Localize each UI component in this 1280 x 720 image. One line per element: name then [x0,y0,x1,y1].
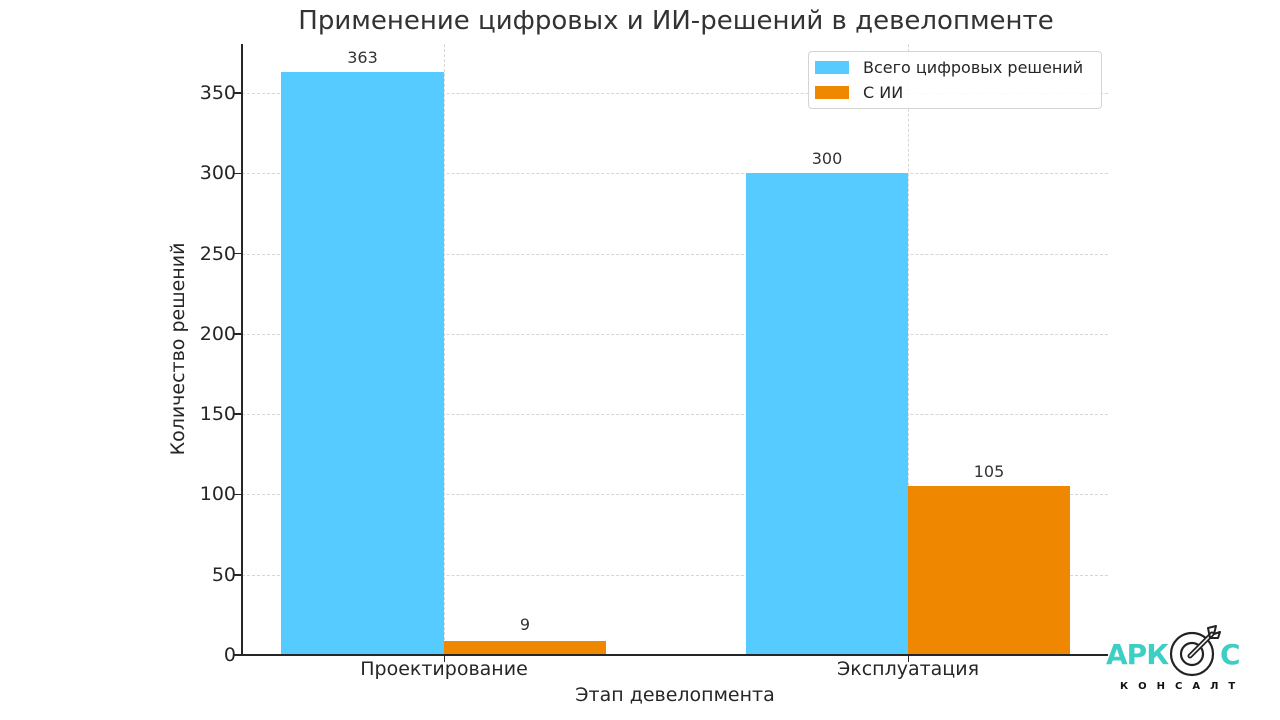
ytick-label-50: 50 [211,563,236,586]
gridline-200 [242,333,1108,335]
gridline-300 [242,173,1108,175]
ytick-label-250: 250 [199,242,236,265]
ytick-label-150: 150 [199,403,236,426]
gridline-x-design [444,44,445,655]
x-axis-line [241,654,1108,656]
ytick-label-300: 300 [199,162,236,185]
bar-ops-ai [908,486,1070,655]
y-axis-label: Количество решений [167,242,189,456]
legend-item-ai: С ИИ [815,82,903,102]
ytick-label-100: 100 [199,483,236,506]
ytick [234,654,242,656]
gridline-50 [242,574,1108,576]
ytick [234,172,242,175]
chart-title: Применение цифровых и ИИ-решений в девел… [298,6,1054,36]
gridline-350 [242,93,1108,94]
ytick [234,413,242,415]
ytick [234,252,242,255]
ytick [234,92,242,94]
legend: Всего цифровых решений С ИИ [808,51,1102,109]
gridline-100 [242,494,1108,496]
bar-ops-total [746,173,908,655]
gridline-250 [242,253,1108,255]
bar-design-total [281,72,444,655]
bar-label-design-ai: 9 [519,615,531,634]
legend-label-total: Всего цифровых решений [863,57,1084,77]
legend-swatch-total [815,60,849,74]
gridline-x-ops [908,44,909,655]
ytick-label-200: 200 [199,322,236,345]
target-arrow-icon [1169,625,1221,677]
ytick [234,493,242,496]
bar-design-ai [444,640,606,655]
x-axis-label: Этап девелопмента [575,684,775,706]
ytick-label-350: 350 [199,82,236,104]
xtick-ops [907,655,909,662]
logo-text-right: С [1220,638,1241,671]
xtick-design [443,655,445,662]
legend-item-total: Всего цифровых решений [815,57,1083,77]
y-axis-line [241,44,243,656]
gridline-150 [242,414,1108,416]
ytick [234,574,242,576]
xtick-label-ops: Эксплуатация [836,658,980,680]
bar-label-design-total: 363 [347,48,378,67]
legend-swatch-ai [815,85,849,99]
bar-label-ops-total: 300 [811,149,843,168]
plot-area: 363 9 300 105 [242,44,1108,655]
logo-subtitle: КОНСАЛТ [1120,681,1246,692]
logo-text-left: АРК [1106,638,1169,671]
xtick-label-design: Проектирование [360,658,528,680]
ytick-label-0: 0 [223,644,236,666]
legend-label-ai: С ИИ [863,82,904,102]
ytick [234,333,242,335]
bar-label-ops-ai: 105 [973,462,1005,481]
company-logo: АРК С КОНСАЛТ [1100,618,1250,698]
